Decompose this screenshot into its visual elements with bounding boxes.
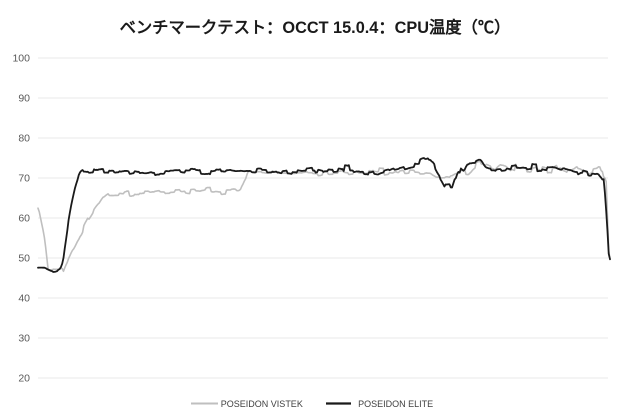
svg-text:40: 40 [18,293,30,305]
svg-text:60: 60 [18,213,30,225]
svg-text:100: 100 [12,53,30,65]
svg-text:70: 70 [18,173,30,185]
svg-text:80: 80 [18,133,30,145]
svg-text:20: 20 [18,373,30,385]
svg-text:POSEIDON ELITE: POSEIDON ELITE [358,399,433,409]
svg-text:90: 90 [18,93,30,105]
svg-text:30: 30 [18,333,30,345]
svg-text:50: 50 [18,253,30,265]
svg-text:POSEIDON VISTEK: POSEIDON VISTEK [221,399,303,409]
